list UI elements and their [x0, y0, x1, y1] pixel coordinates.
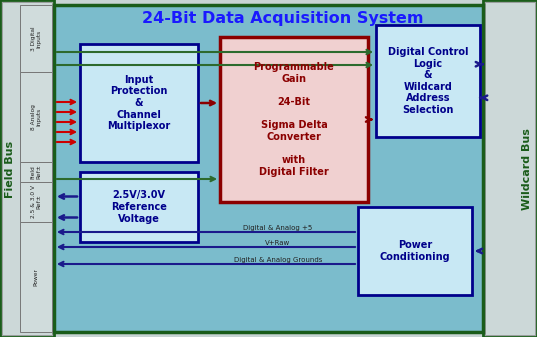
- Bar: [20, 182, 52, 222]
- Text: Power: Power: [33, 268, 39, 286]
- Text: 8 Analog
Inputs: 8 Analog Inputs: [31, 104, 41, 130]
- Text: Digital & Analog +5: Digital & Analog +5: [243, 225, 313, 231]
- Text: Digital Control
Logic
&
Wildcard
Address
Selection: Digital Control Logic & Wildcard Address…: [388, 47, 468, 115]
- Text: 2.5V/3.0V
Reference
Voltage: 2.5V/3.0V Reference Voltage: [111, 190, 167, 224]
- Bar: [485, 2, 535, 335]
- Text: Digital & Analog Grounds: Digital & Analog Grounds: [234, 257, 322, 263]
- Text: 3 Digital
Inputs: 3 Digital Inputs: [31, 26, 41, 51]
- Bar: [358, 207, 472, 295]
- Bar: [54, 5, 483, 332]
- Text: V+Raw: V+Raw: [265, 240, 291, 246]
- Bar: [20, 222, 52, 332]
- Bar: [376, 25, 480, 137]
- Bar: [0, 0, 54, 337]
- Text: Power
Conditioning: Power Conditioning: [380, 240, 451, 262]
- Text: Field
Ref±: Field Ref±: [31, 165, 41, 179]
- Bar: [80, 172, 198, 242]
- Bar: [20, 72, 52, 162]
- Text: 2.5 & 3.0 V
Ref±: 2.5 & 3.0 V Ref±: [31, 185, 41, 218]
- Bar: [20, 5, 52, 72]
- Text: Programmable
Gain

24-Bit

Sigma Delta
Converter

with
Digital Filter: Programmable Gain 24-Bit Sigma Delta Con…: [253, 62, 335, 177]
- Text: 24-Bit Data Acquisition System: 24-Bit Data Acquisition System: [142, 10, 424, 26]
- Text: Field Bus: Field Bus: [5, 141, 15, 197]
- Bar: [2, 2, 52, 335]
- Bar: [20, 162, 52, 182]
- Bar: [80, 44, 198, 162]
- Bar: [220, 37, 368, 202]
- Bar: [483, 0, 537, 337]
- Text: Input
Protection
&
Channel
Multiplexor: Input Protection & Channel Multiplexor: [107, 75, 171, 131]
- Text: Wildcard Bus: Wildcard Bus: [522, 128, 532, 210]
